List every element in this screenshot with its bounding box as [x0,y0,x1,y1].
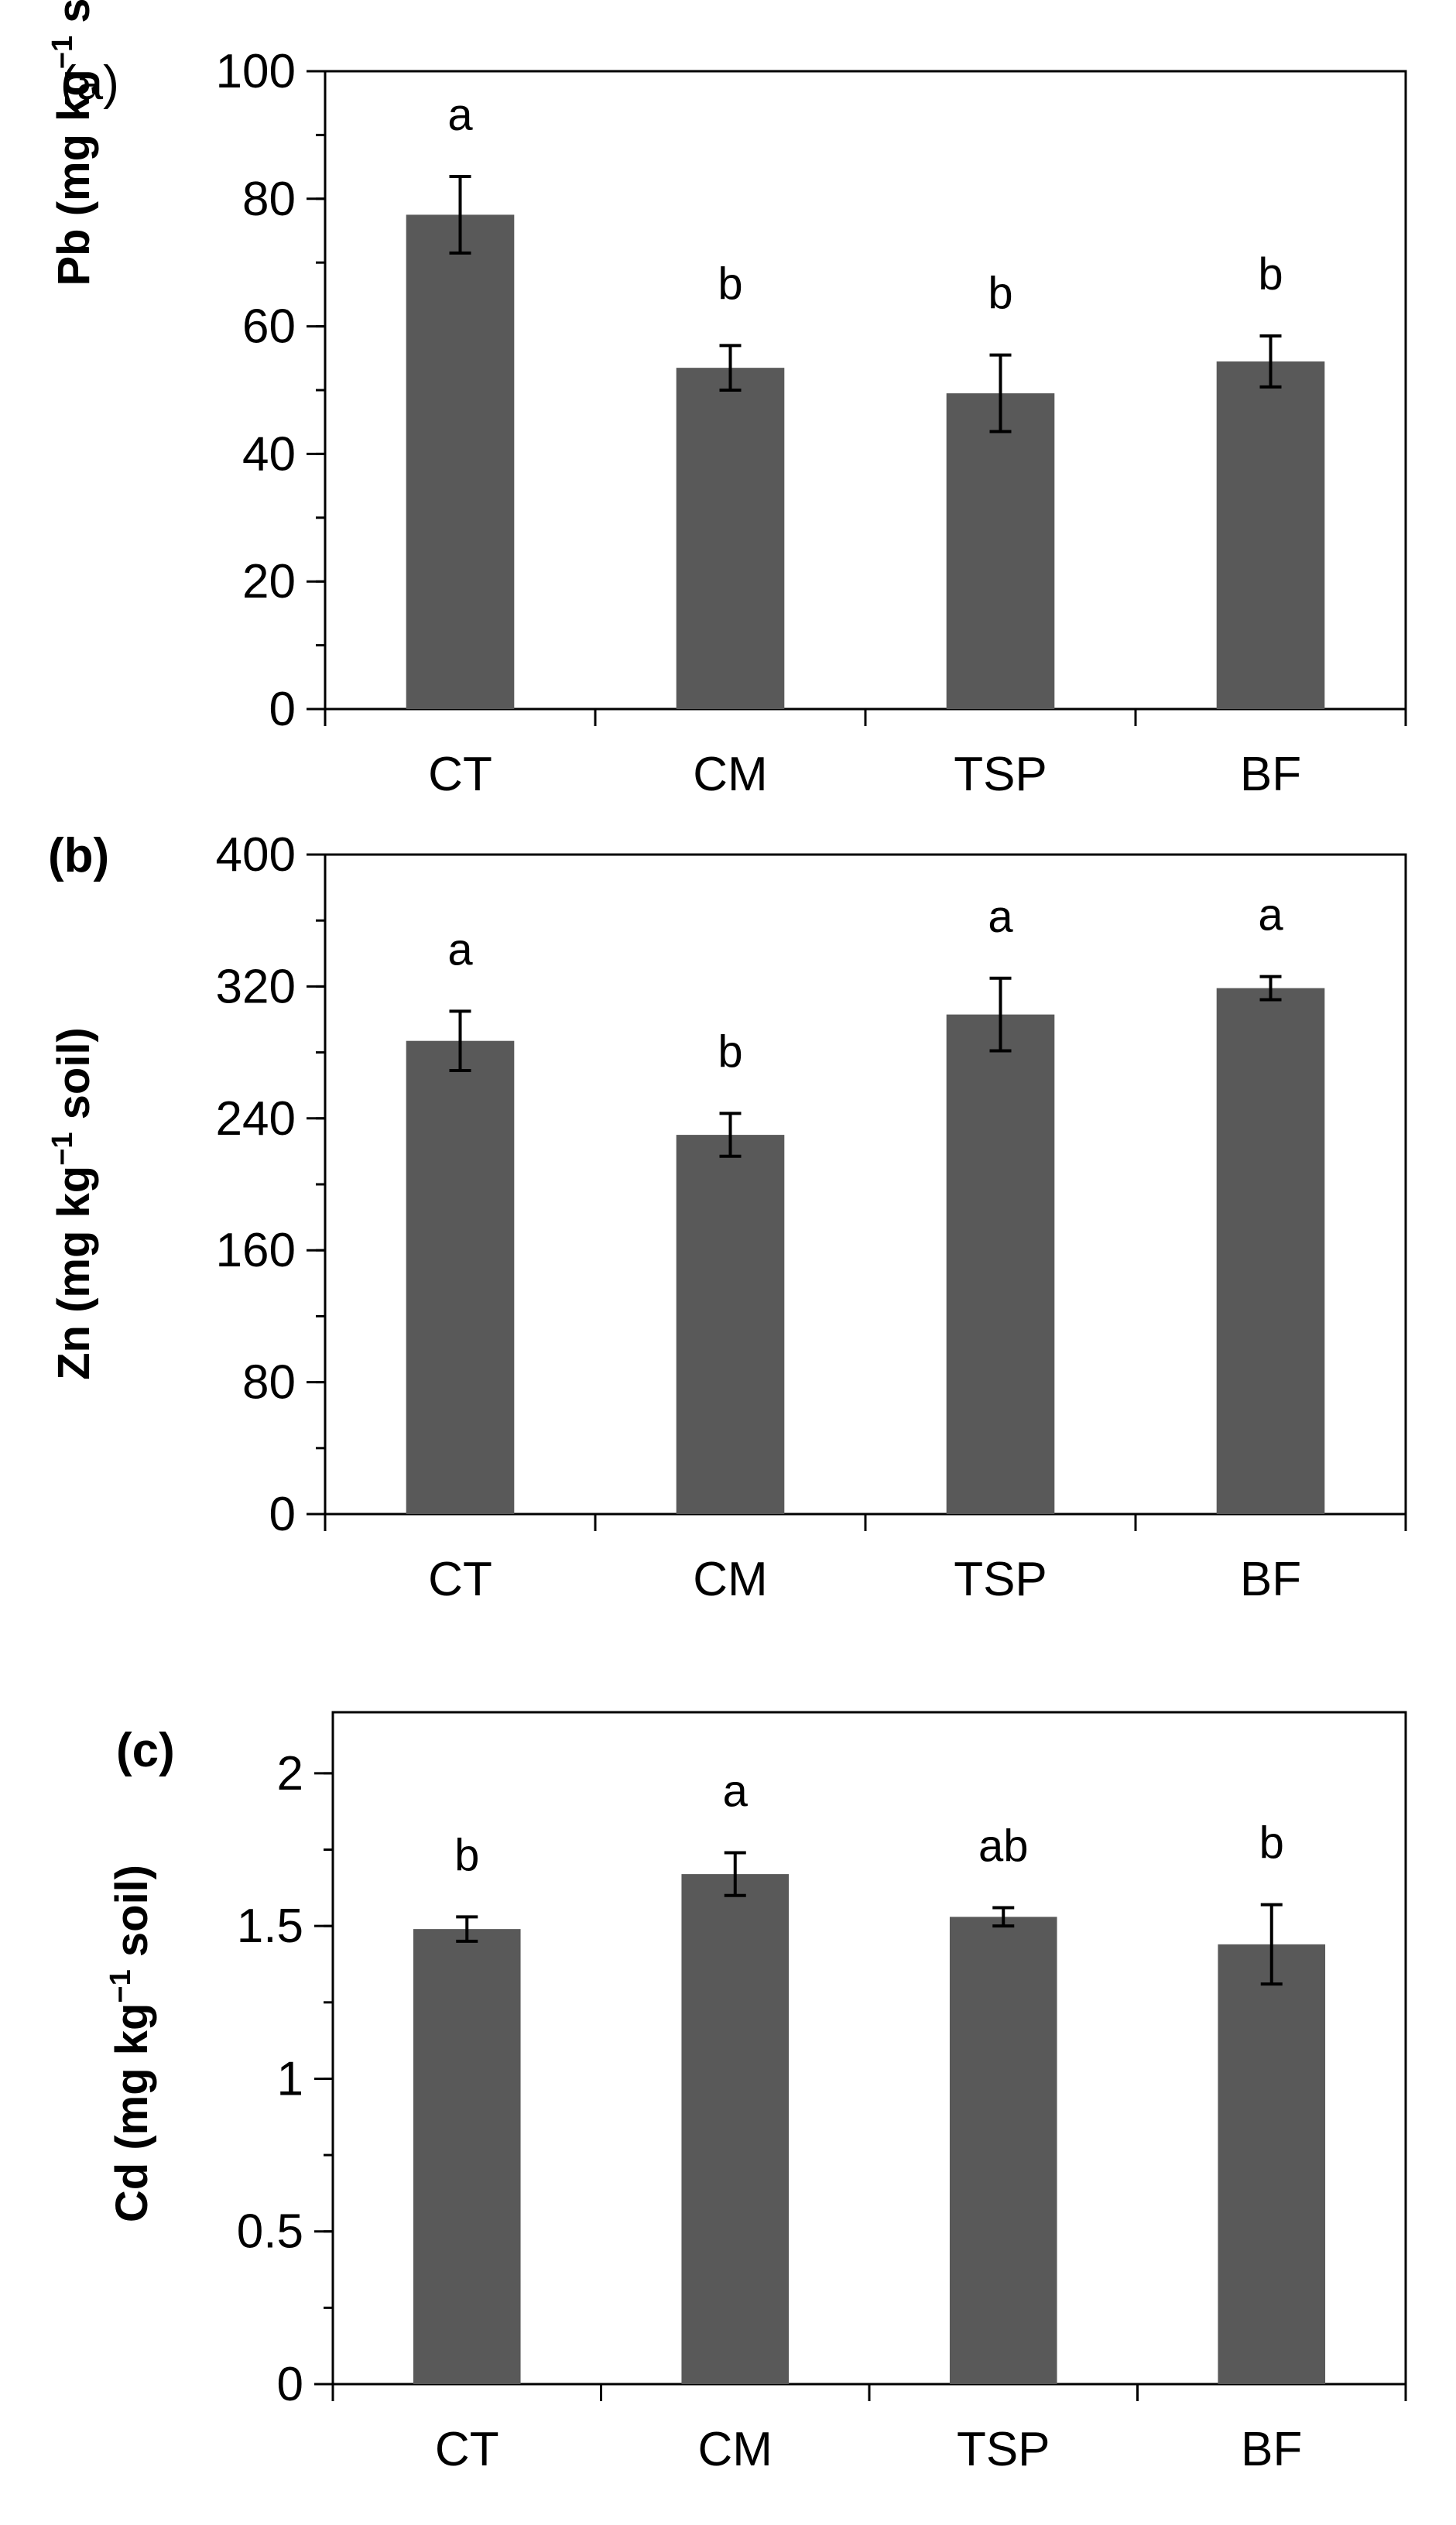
bar-bf [1216,988,1325,1514]
y-tick-label: 400 [216,828,296,882]
x-tick-label: CT [428,1553,492,1606]
bar-tsp [946,393,1055,709]
x-tick-label: TSP [954,748,1047,801]
panel-b: 0 80 160 240 320 400 CT a CM b TSP a BF a Zn (mg kg−1 … [46,828,1407,1606]
bar-cm [676,368,785,709]
significance-letter: a [1258,890,1283,940]
y-axis-label: Pb (mg kg−1 soil) [46,0,99,286]
panel-label: (a) [60,57,119,110]
bar-cm [676,1135,785,1514]
y-tick-label: 320 [216,960,296,1013]
significance-letter: b [454,1830,479,1880]
y-tick-label: 60 [242,300,296,354]
x-tick-label: TSP [954,1553,1047,1606]
x-tick-label: CM [693,1553,767,1606]
y-tick-label: 20 [242,555,296,608]
y-tick-label: 80 [242,1356,296,1410]
x-tick-label: TSP [957,2423,1050,2476]
y-tick-label: 240 [216,1092,296,1146]
y-axis-label: Cd (mg kg−1 soil) [104,1865,157,2222]
significance-letter: a [447,924,473,975]
y-tick-label: 40 [242,427,296,481]
x-tick-label: BF [1240,748,1301,801]
bar-ct [406,1040,515,1514]
y-tick-label: 1 [277,2052,303,2105]
y-tick-label: 80 [242,173,296,226]
significance-letter: b [1258,249,1283,300]
y-tick-label: 160 [216,1224,296,1277]
y-tick-label: 2 [277,1747,303,1800]
y-tick-label: 0.5 [237,2205,303,2259]
significance-letter: ab [978,1821,1029,1872]
panel-c: 0 0.5 1 1.5 2 CT b CM a TSP ab BF b Cd (mg kg−1 soil)… [104,1711,1407,2476]
significance-letter: a [988,892,1013,942]
x-tick-label: CM [698,2423,773,2476]
x-tick-label: BF [1240,1553,1301,1606]
x-tick-label: BF [1241,2423,1302,2476]
significance-letter: b [718,1026,742,1077]
significance-letter: a [723,1766,749,1816]
y-tick-label: 0 [277,2358,303,2411]
significance-letter: a [447,90,473,140]
x-tick-label: CM [693,748,767,801]
y-tick-label: 100 [216,45,296,98]
bar-tsp [946,1014,1055,1514]
y-tick-label: 0 [269,1488,296,1541]
panel-label: (c) [116,1724,175,1777]
bar-bf [1216,361,1325,709]
panel-label: (b) [48,829,109,882]
y-tick-label: 0 [269,683,296,736]
bar-ct [413,1929,521,2384]
significance-letter: b [988,269,1012,319]
x-tick-label: CT [428,748,492,801]
y-axis-label: Zn (mg kg−1 soil) [46,1027,99,1380]
y-tick-label: 1.5 [237,1900,303,1953]
significance-letter: b [718,259,742,309]
bar-tsp [949,1917,1057,2384]
x-tick-label: CT [435,2423,499,2476]
bar-bf [1218,1944,1326,2384]
significance-letter: b [1259,1818,1284,1869]
bar-ct [406,214,515,709]
bar-cm [681,1874,790,2384]
panel-a: 0 20 40 60 80 100 CT a CM b TSP b BF b Pb (mg kg−1 soi… [46,0,1407,801]
